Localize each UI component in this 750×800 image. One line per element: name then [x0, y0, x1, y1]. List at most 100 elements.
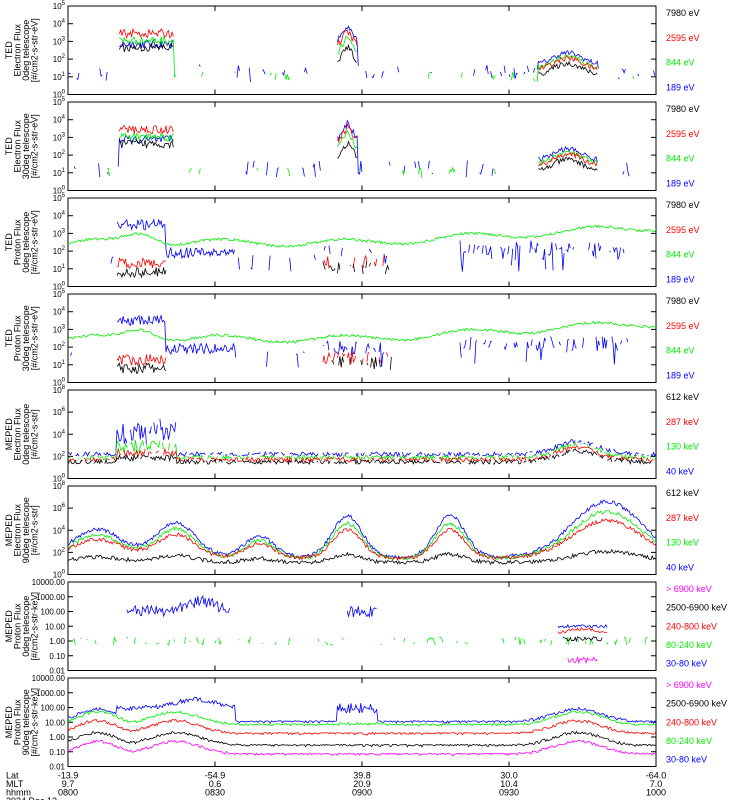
y-axis-label: [#/cm2-s-str] — [30, 409, 40, 459]
panel-frame — [67, 5, 657, 95]
series-line-magenta — [68, 739, 656, 757]
footer-value: -54.9 — [205, 771, 226, 781]
legend-entry: 2500-6900 keV — [666, 699, 727, 709]
y-tick-label: 105 — [53, 289, 66, 299]
legend-entry: 612 keV — [666, 392, 699, 402]
footer-value: -13.9 — [58, 771, 79, 781]
y-tick-label: 100 — [53, 90, 66, 100]
legend-entry: 844 eV — [666, 250, 695, 260]
y-axis-label: [#/cm2-s-str-keV] — [30, 592, 40, 661]
legend-entry: 7980 eV — [666, 200, 700, 210]
series-line-green — [68, 510, 656, 561]
y-tick-exponent: 2 — [62, 54, 66, 60]
series-line-green — [68, 710, 656, 727]
y-tick-exponent: 8 — [62, 385, 66, 391]
y-tick-label: 103 — [53, 324, 66, 334]
legend-entry: 189 eV — [666, 371, 695, 381]
y-tick-label: 100 — [53, 474, 66, 484]
legend-entry: 2595 eV — [666, 321, 700, 331]
y-tick-exponent: 4 — [62, 307, 66, 313]
y-axis-label: [#/cm2-s-str-eV] — [30, 114, 40, 178]
y-tick-exponent: 6 — [62, 407, 66, 413]
y-tick-label: 102 — [53, 150, 66, 160]
footer-value: -64.0 — [646, 771, 667, 781]
panel-frame — [67, 581, 657, 671]
series-line-black — [117, 261, 391, 278]
y-tick-label: 101 — [53, 264, 66, 274]
y-tick-exponent: 0 — [62, 570, 66, 576]
legend-entry: 2595 eV — [666, 225, 700, 235]
y-tick-label: 104 — [53, 211, 66, 221]
footer-value: 1000 — [646, 788, 666, 798]
legend-entry: > 6900 keV — [666, 584, 712, 594]
y-tick-label: 102 — [53, 54, 66, 64]
legend-entry: 7980 eV — [666, 296, 700, 306]
y-tick-exponent: 2 — [62, 342, 66, 348]
legend-entry: 189 eV — [666, 179, 695, 189]
series-line-blue — [68, 499, 656, 560]
y-tick-label: 102 — [53, 342, 66, 352]
series-line-blue — [68, 418, 656, 458]
y-tick-exponent: 5 — [62, 97, 66, 103]
y-tick-exponent: 0 — [62, 186, 66, 192]
y-axis-label: Electron Flux — [13, 119, 23, 172]
y-axis-label: 0deg telescope — [21, 596, 31, 657]
y-axis-label: [#/cm2-s-str-eV] — [30, 210, 40, 274]
y-tick-label: 100.00 — [41, 608, 66, 617]
y-tick-label: 0.01 — [49, 763, 65, 772]
footer-value: 0.6 — [209, 779, 222, 789]
y-tick-label: 108 — [53, 481, 66, 491]
y-tick-label: 102 — [53, 451, 66, 461]
legend-entry: 844 eV — [666, 58, 695, 68]
y-axis-label: MEPED — [4, 706, 14, 739]
legend-entry: 30-80 keV — [666, 659, 707, 669]
y-tick-exponent: 1 — [62, 360, 66, 366]
y-tick-label: 0.10 — [49, 652, 65, 661]
panel-8: 0.01 0.10 1.00 10.00 100.00 1000.00 10000.00 ME… — [4, 674, 727, 772]
y-tick-exponent: 3 — [62, 132, 66, 138]
y-tick-label: 10000.00 — [32, 674, 66, 683]
legend-entry: 130 keV — [666, 538, 699, 548]
y-tick-label: 106 — [53, 407, 66, 417]
series-line-blue — [126, 595, 608, 629]
legend-entry: 287 keV — [666, 513, 699, 523]
y-tick-exponent: 0 — [62, 90, 66, 96]
series-line-blue — [74, 121, 645, 178]
legend-entry: 2500-6900 keV — [666, 603, 727, 613]
legend-entry: 40 keV — [666, 563, 694, 573]
series-line-red — [117, 256, 390, 269]
footer-row-label: MLT — [6, 779, 24, 789]
series-line-black — [68, 730, 656, 748]
y-tick-label: 100.00 — [41, 704, 66, 713]
y-axis-label: MEPED — [4, 514, 14, 547]
y-tick-label: 108 — [53, 385, 66, 395]
footer-value: 0900 — [352, 788, 372, 798]
footer-row-label: hhmm — [6, 788, 31, 798]
y-axis-label: 90deg telescope — [21, 689, 31, 755]
y-tick-exponent: 0 — [62, 282, 66, 288]
y-tick-label: 104 — [53, 307, 66, 317]
y-tick-label: 103 — [53, 36, 66, 46]
footer-value: 39.8 — [353, 771, 371, 781]
y-axis-label: 0deg telescope — [21, 212, 31, 273]
series-line-magenta — [567, 655, 598, 665]
y-tick-exponent: 5 — [62, 193, 66, 199]
series-line-green — [68, 439, 656, 462]
series-line-red — [68, 518, 656, 561]
footer-value: 10.4 — [500, 779, 518, 789]
y-tick-exponent: 2 — [62, 451, 66, 457]
legend-entry: 844 eV — [666, 346, 695, 356]
y-tick-label: 105 — [53, 97, 66, 107]
panel-frame — [67, 485, 657, 575]
legend-entry: 189 eV — [666, 275, 695, 285]
y-tick-exponent: 4 — [62, 19, 66, 25]
legend-entry: 7980 eV — [666, 104, 700, 114]
y-tick-exponent: 4 — [62, 211, 66, 217]
y-axis-label: Proton Flux — [13, 699, 23, 746]
legend-entry: 130 keV — [666, 442, 699, 452]
y-tick-label: 101 — [53, 360, 66, 370]
y-tick-label: 0.01 — [49, 667, 65, 676]
